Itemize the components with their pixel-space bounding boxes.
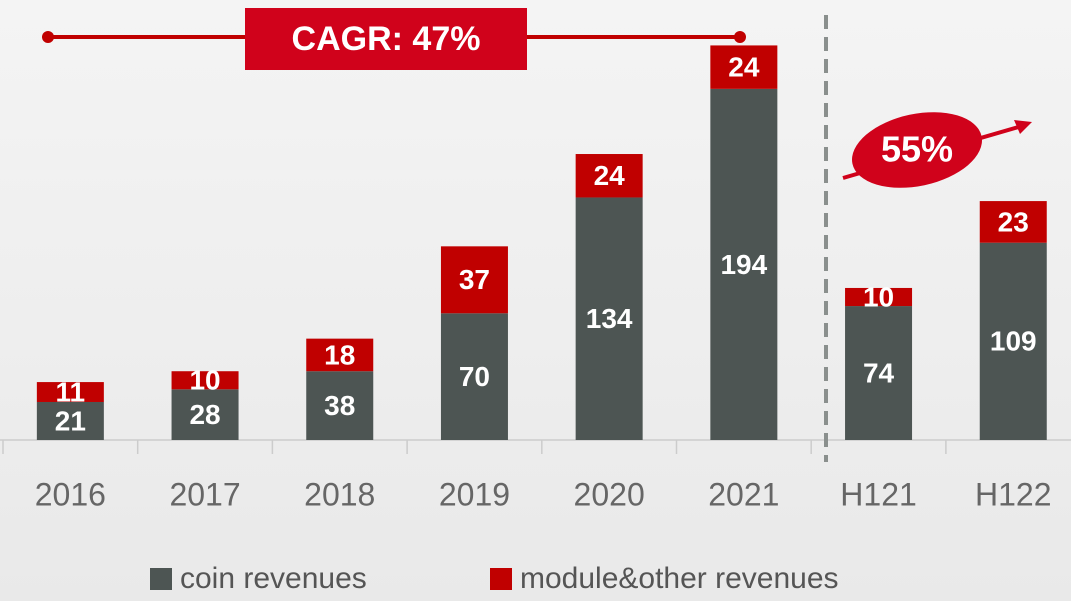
bar-segment [845,306,913,440]
x-tick-label: 2016 [35,476,106,512]
value-label: 134 [586,303,633,334]
bar-segment [979,242,1047,440]
bar-segment [979,201,1047,243]
growth-label: 55% [881,129,953,170]
value-label: 11 [56,376,86,407]
x-tick-label: 2018 [304,476,375,512]
value-label: 10 [863,281,894,312]
arrow-head [1014,120,1032,134]
value-label: 24 [594,160,626,191]
value-label: 194 [720,249,767,280]
x-tick-label: 2019 [439,476,510,512]
bar-segment [36,401,104,440]
bar-segment [845,287,913,307]
growth-bubble [852,112,982,188]
value-label: 10 [189,365,220,396]
bar-segment [306,371,374,440]
x-tick-label: 2021 [708,476,779,512]
bar-segment [171,389,239,440]
value-label: 37 [459,264,490,295]
legend-label: coin revenues [180,562,367,595]
cagr-dot [734,31,746,43]
value-label: 38 [324,390,355,421]
value-label: 70 [459,361,490,392]
bar-segment [171,371,239,390]
value-label: 18 [324,339,355,370]
x-tick-label: H121 [840,476,917,512]
cagr-dot [42,31,54,43]
legend-swatch [490,568,512,590]
bar-segment [575,154,643,198]
bar-segment [440,246,508,314]
value-label: 24 [728,52,760,83]
bar-segment [710,45,778,89]
value-label: 21 [55,405,86,436]
x-tick-label: 2020 [574,476,645,512]
x-tick-label: H122 [975,476,1052,512]
cagr-label: CAGR: 47% [292,20,481,58]
bar-segment [575,197,643,440]
value-label: 28 [189,399,220,430]
legend-swatch [150,568,172,590]
cagr-box [245,8,527,70]
bar-segment [710,88,778,441]
legend-label: module&other revenues [520,562,839,595]
x-tick-label: 2017 [169,476,240,512]
value-label: 74 [863,357,895,388]
bar-segment [306,338,374,372]
bar-segment [36,382,104,402]
bar-segment [440,313,508,440]
value-label: 109 [990,326,1037,357]
value-label: 23 [998,206,1029,237]
